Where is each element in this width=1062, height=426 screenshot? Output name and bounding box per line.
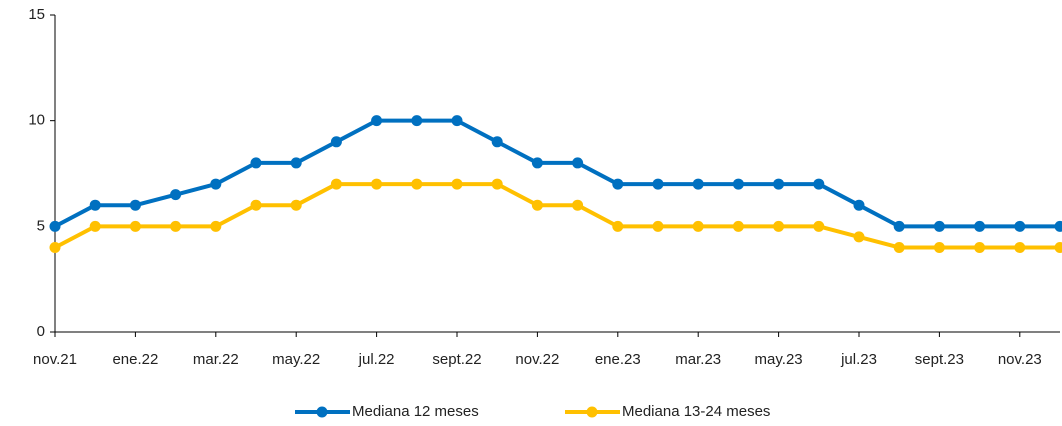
series-line xyxy=(54,118,1060,229)
point xyxy=(732,178,744,190)
point xyxy=(813,220,825,232)
point xyxy=(692,178,704,190)
point xyxy=(411,115,423,127)
x-tick-label: may.22 xyxy=(272,351,320,368)
point xyxy=(773,220,785,232)
point xyxy=(290,157,302,169)
point xyxy=(853,231,865,243)
point xyxy=(1014,241,1026,253)
legend-marker xyxy=(586,406,598,418)
point xyxy=(531,157,543,169)
y-tick-label: 0 xyxy=(37,323,45,340)
y-tick-label: 15 xyxy=(28,6,45,23)
point xyxy=(612,220,624,232)
point xyxy=(89,199,101,211)
point xyxy=(49,241,61,253)
x-tick-label: sept.23 xyxy=(915,351,964,368)
point xyxy=(49,220,61,232)
x-tick-label: nov.22 xyxy=(515,351,559,368)
point xyxy=(692,220,704,232)
x-tick-label: sept.22 xyxy=(432,351,481,368)
point xyxy=(773,178,785,190)
point xyxy=(572,199,584,211)
point xyxy=(612,178,624,190)
x-tick-label: ene.23 xyxy=(595,351,641,368)
point xyxy=(89,220,101,232)
point xyxy=(732,220,744,232)
point xyxy=(210,220,222,232)
point xyxy=(974,241,986,253)
x-tick-label: mar.22 xyxy=(193,351,239,368)
x-tick-label: jul.22 xyxy=(358,351,395,368)
point xyxy=(250,199,262,211)
x-tick-label: jul.23 xyxy=(840,351,877,368)
point xyxy=(893,220,905,232)
point xyxy=(974,220,986,232)
point xyxy=(371,115,383,127)
point xyxy=(491,136,503,148)
point xyxy=(1054,220,1062,232)
point xyxy=(813,178,825,190)
point xyxy=(129,199,141,211)
x-tick-label: ene.22 xyxy=(112,351,158,368)
point xyxy=(572,157,584,169)
x-tick-label: mar.23 xyxy=(675,351,721,368)
point xyxy=(250,157,262,169)
point xyxy=(1014,220,1026,232)
point xyxy=(1054,241,1062,253)
x-tick-label: may.23 xyxy=(755,351,803,368)
point xyxy=(491,178,503,190)
point xyxy=(531,199,543,211)
legend-label: Mediana 13-24 meses xyxy=(622,403,770,420)
legend-label: Mediana 12 meses xyxy=(352,403,479,420)
legend-marker xyxy=(316,406,328,418)
y-tick-label: 10 xyxy=(28,112,45,129)
point xyxy=(411,178,423,190)
point xyxy=(330,136,342,148)
point xyxy=(652,220,664,232)
y-tick-label: 5 xyxy=(37,217,45,234)
point xyxy=(170,220,182,232)
point xyxy=(451,115,463,127)
point xyxy=(933,241,945,253)
point xyxy=(129,220,141,232)
point xyxy=(210,178,222,190)
x-tick-label: nov.21 xyxy=(33,351,77,368)
point xyxy=(371,178,383,190)
point xyxy=(652,178,664,190)
point xyxy=(933,220,945,232)
point xyxy=(853,199,865,211)
point xyxy=(170,189,182,201)
point xyxy=(451,178,463,190)
x-tick-label: nov.23 xyxy=(998,351,1042,368)
series-line xyxy=(54,182,1060,250)
point xyxy=(893,241,905,253)
point xyxy=(290,199,302,211)
point xyxy=(330,178,342,190)
